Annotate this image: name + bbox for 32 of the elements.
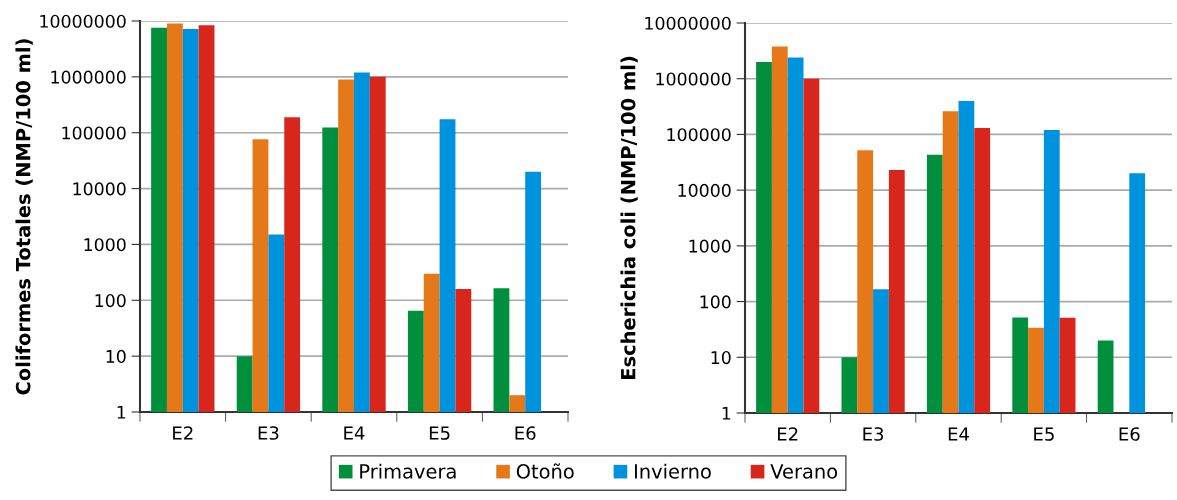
x-tick-label: E5	[429, 426, 450, 440]
y-tick-label: 1000000	[656, 72, 731, 86]
x-tick-label: E5	[1034, 427, 1054, 441]
x-tick-label: E2	[173, 426, 193, 440]
y-tick-label: 10000	[73, 182, 126, 196]
y-tick-label: 100000	[667, 128, 731, 142]
x-tick-label: E3	[258, 426, 279, 440]
y-axis-title: Coliformes Totales (NMP/100 ml)	[15, 39, 33, 395]
legend-label: Invierno	[634, 463, 711, 479]
legend-label: Primavera	[360, 463, 456, 479]
x-tick-label: E4	[344, 426, 365, 440]
y-tick-label: 1	[722, 406, 731, 420]
legend-label: Otoño	[516, 463, 574, 479]
y-tick-label: 1	[117, 405, 126, 419]
y-tick-label: 1000000	[51, 70, 126, 84]
y-tick-label: 1000	[84, 238, 126, 252]
y-axis-title: Escherichia coli (NMP/100 ml)	[620, 56, 638, 380]
legend-label: Verano	[770, 464, 838, 479]
y-tick-label: 100000	[62, 126, 126, 140]
x-tick-label: E6	[515, 426, 536, 440]
y-tick-label: 10000	[678, 183, 731, 197]
x-tick-label: E3	[863, 427, 884, 441]
y-tick-label: 100	[700, 295, 731, 309]
y-tick-label: 10	[106, 349, 126, 363]
y-tick-label: 10000000	[645, 16, 731, 30]
y-tick-label: 100	[95, 294, 126, 308]
x-tick-label: E2	[778, 427, 798, 441]
x-tick-label: E4	[948, 427, 969, 441]
x-tick-label: E6	[1119, 427, 1140, 441]
y-tick-label: 10000000	[40, 14, 126, 28]
y-tick-label: 10	[711, 351, 731, 365]
y-tick-label: 1000	[689, 239, 731, 253]
